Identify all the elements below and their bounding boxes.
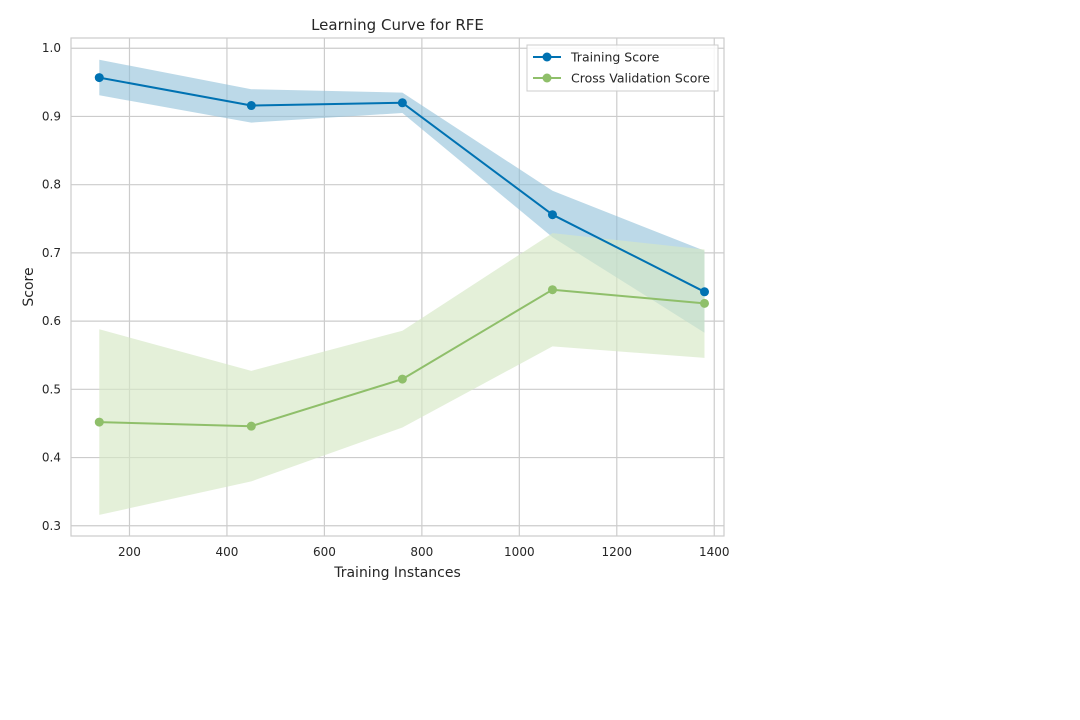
y-tick-label: 1.0 <box>42 41 61 55</box>
y-tick-label: 0.8 <box>42 178 61 192</box>
cross-validation-score-point <box>547 285 557 295</box>
legend-cv-label: Cross Validation Score <box>571 71 710 86</box>
x-axis-label: Training Instances <box>333 565 461 581</box>
legend-cv-marker <box>542 73 552 83</box>
y-tick-label: 0.4 <box>42 451 61 465</box>
x-tick-label: 800 <box>410 545 433 559</box>
plot-frame <box>70 37 725 537</box>
cross-validation-score-band <box>99 233 705 515</box>
x-tick-label: 200 <box>118 545 141 559</box>
cross-validation-score-point <box>94 417 104 427</box>
confidence-bands <box>99 59 705 515</box>
y-tick-label: 0.6 <box>42 314 61 328</box>
y-axis-label: Score <box>21 267 37 306</box>
training-score-point <box>94 73 104 83</box>
chart-title: Learning Curve for RFE <box>311 16 484 34</box>
series-points <box>94 73 710 431</box>
cross-validation-score-point <box>397 374 407 384</box>
y-tick-label: 0.9 <box>42 109 61 123</box>
legend: Training Score Cross Validation Score <box>526 44 719 92</box>
y-tick-label: 0.3 <box>42 519 61 533</box>
x-tick-label: 400 <box>215 545 238 559</box>
tick-labels: 200 400 600 800 1000 1200 1400 0.3 0.4 0.5 0.6 0.7 0… <box>42 41 730 559</box>
training-score-point <box>700 287 710 297</box>
x-tick-label: 1200 <box>602 545 633 559</box>
training-score-point <box>246 101 256 111</box>
cross-validation-score-point <box>700 298 710 308</box>
cross-validation-score-point <box>246 421 256 431</box>
training-score-band <box>99 59 705 333</box>
legend-box <box>526 44 719 92</box>
x-tick-label: 600 <box>313 545 336 559</box>
legend-training-marker <box>542 52 552 62</box>
legend-training-label: Training Score <box>570 50 660 65</box>
x-tick-label: 1000 <box>504 545 535 559</box>
y-tick-label: 0.7 <box>42 246 61 260</box>
training-score-point <box>547 210 557 220</box>
y-tick-label: 0.5 <box>42 382 61 396</box>
x-tick-label: 1400 <box>699 545 730 559</box>
training-score-point <box>397 98 407 108</box>
